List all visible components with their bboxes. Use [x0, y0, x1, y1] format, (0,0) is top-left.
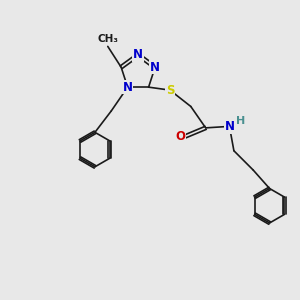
- Text: CH₃: CH₃: [98, 34, 119, 44]
- Text: S: S: [166, 84, 174, 97]
- Text: N: N: [123, 81, 133, 94]
- Text: H: H: [236, 116, 245, 126]
- Text: N: N: [133, 48, 143, 62]
- Text: O: O: [176, 130, 186, 143]
- Text: N: N: [224, 120, 234, 133]
- Text: N: N: [150, 61, 160, 74]
